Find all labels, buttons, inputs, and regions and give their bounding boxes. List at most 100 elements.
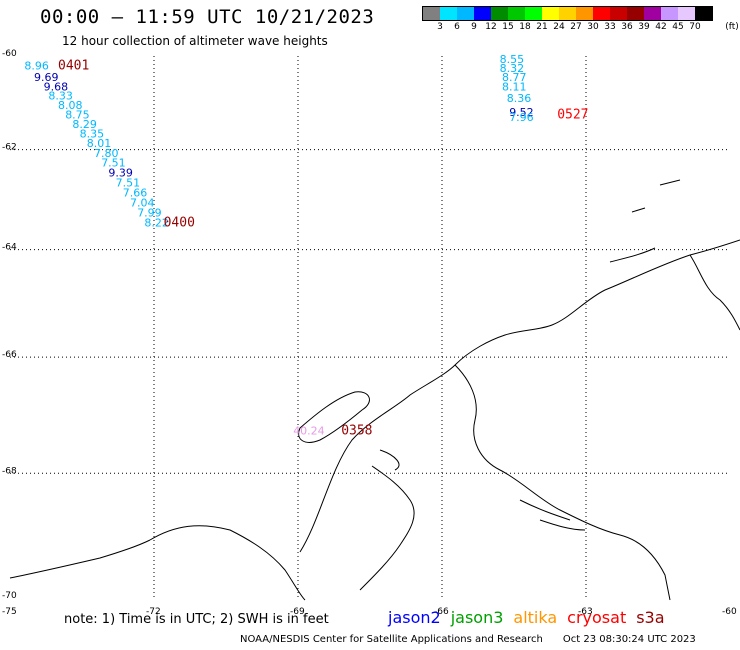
wave-height-value: 8.22	[144, 217, 169, 230]
satellite-legend: jason2 jason3 altika cryosat s3a	[388, 608, 665, 627]
legend-swatch	[508, 7, 525, 20]
credit-text: NOAA/NESDIS Center for Satellite Applica…	[240, 634, 543, 645]
wave-height-value: 8.35	[80, 128, 105, 141]
legend-tick-label: 36	[621, 22, 633, 32]
legend-swatch	[440, 7, 457, 20]
longitude-label: -72	[146, 607, 161, 617]
satellite-name: jason3	[450, 608, 504, 627]
footer-note: note: 1) Time is in UTC; 2) SWH is in fe…	[64, 612, 329, 627]
map-subtitle: 12 hour collection of altimeter wave hei…	[62, 34, 328, 48]
pass-time: 0358	[341, 423, 372, 438]
wave-height-value: 7.51	[101, 157, 126, 170]
color-scale-labels: 3 6 9 12 15 18 21 24 27 30 33 36 39 42 45 70 (ft)	[422, 21, 739, 33]
timestamp-text: Oct 23 08:30:24 UTC 2023	[562, 634, 696, 645]
legend-tick-label: 15	[502, 22, 514, 32]
legend-tick-label: 30	[587, 22, 599, 32]
wave-height-value: 8.77	[502, 71, 527, 84]
legend-swatch	[576, 7, 593, 20]
legend-unit: (ft)	[725, 22, 739, 32]
legend-swatch	[525, 7, 542, 20]
legend-swatch	[678, 7, 695, 20]
axis-labels: -75 -72 -69 -66 -63 -60 -60 -62 -64 -66 -68 -70	[2, 49, 737, 617]
legend-tick-label: 42	[655, 22, 667, 32]
satellite-name: altika	[513, 608, 558, 627]
latitude-label: -66	[2, 350, 17, 360]
wave-height-value: 9.52	[509, 106, 534, 119]
legend-tick-label: 45	[672, 22, 684, 32]
legend-tick-label: 18	[519, 22, 531, 32]
latitude-label: -68	[2, 466, 17, 476]
legend-swatch	[627, 7, 644, 20]
color-scale-legend: 3 6 9 12 15 18 21 24 27 30 33 36 39 42 45 70 (ft)	[422, 6, 739, 33]
legend-swatch	[474, 7, 491, 20]
legend-swatch	[559, 7, 576, 20]
satellite-name: jason2	[388, 608, 441, 627]
wave-height-value: 7.96	[509, 111, 534, 124]
legend-swatch	[423, 7, 440, 20]
peninsula-west-coast	[454, 364, 671, 601]
wave-height-value: 9.69	[34, 71, 59, 84]
wave-height-value: 8.36	[507, 92, 532, 105]
satellite-name: cryosat	[567, 608, 627, 627]
adelaide-island	[298, 391, 370, 443]
wave-height-value: 7.66	[123, 186, 148, 199]
alexander-island-coast	[149, 525, 306, 601]
longitude-label: -63	[578, 607, 593, 617]
map-title: 00:00 – 11:59 UTC 10/21/2023	[40, 6, 375, 28]
legend-tick-label: 27	[570, 22, 582, 32]
legend-swatch	[644, 7, 661, 20]
coastline	[9, 179, 740, 601]
legend-tick-label: 70	[689, 22, 701, 32]
legend-swatch	[695, 7, 712, 20]
wave-height-value: 7.99	[137, 206, 162, 219]
legend-swatch	[457, 7, 474, 20]
wave-height-value: 40.24	[293, 424, 325, 437]
legend-tick-label: 33	[604, 22, 616, 32]
legend-tick-label: 3	[437, 22, 443, 32]
inner-islands	[379, 449, 586, 531]
pass-time: 0401	[58, 59, 89, 74]
wave-height-value: 8.55	[500, 53, 524, 66]
wave-height-value: 8.01	[87, 137, 112, 150]
coast-east	[689, 254, 740, 331]
latitude-label: -60	[2, 49, 17, 59]
pass-time-labels: 0401 0400 0527 0358	[58, 59, 589, 439]
color-scale-bar	[422, 6, 713, 21]
legend-swatch	[610, 7, 627, 20]
wave-height-value: 9.68	[44, 80, 69, 93]
longitude-label: -69	[290, 607, 305, 617]
wave-height-value: 8.33	[48, 90, 73, 103]
wave-height-value: 8.11	[502, 80, 527, 93]
wave-height-value: 7.04	[130, 196, 155, 209]
longitude-label: -66	[434, 607, 449, 617]
legend-tick-label: 6	[454, 22, 460, 32]
longitude-label: -75	[2, 607, 17, 617]
longitude-label: -60	[722, 607, 737, 617]
legend-tick-label: 39	[638, 22, 650, 32]
wave-height-labels: 8.969.699.688.338.088.758.298.358.017.80…	[24, 53, 533, 438]
latitude-label: -64	[2, 243, 17, 253]
legend-swatch	[542, 7, 559, 20]
legend-swatch	[593, 7, 610, 20]
wave-height-value: 8.96	[24, 60, 49, 73]
legend-tick-label: 12	[485, 22, 497, 32]
wave-height-value: 7.80	[94, 147, 119, 160]
latitude-label: -62	[2, 143, 17, 153]
graticule	[10, 56, 730, 600]
pass-time: 0400	[164, 216, 195, 231]
wave-height-value: 8.75	[65, 109, 90, 122]
footer-credit: NOAA/NESDIS Center for Satellite Applica…	[240, 634, 696, 645]
legend-swatch	[491, 7, 508, 20]
legend-tick-label: 21	[536, 22, 548, 32]
pass-time: 0527	[557, 108, 588, 123]
legend-tick-label: 9	[471, 22, 477, 32]
continent-west	[9, 539, 151, 579]
marguerite-bay-coast	[359, 465, 415, 591]
wave-height-value: 8.29	[72, 118, 97, 131]
antarctic-peninsula-coast	[299, 239, 740, 553]
latitude-label: -70	[2, 591, 17, 601]
wave-height-value: 8.32	[500, 62, 524, 75]
legend-swatch	[661, 7, 678, 20]
wave-height-value: 9.39	[108, 166, 132, 179]
